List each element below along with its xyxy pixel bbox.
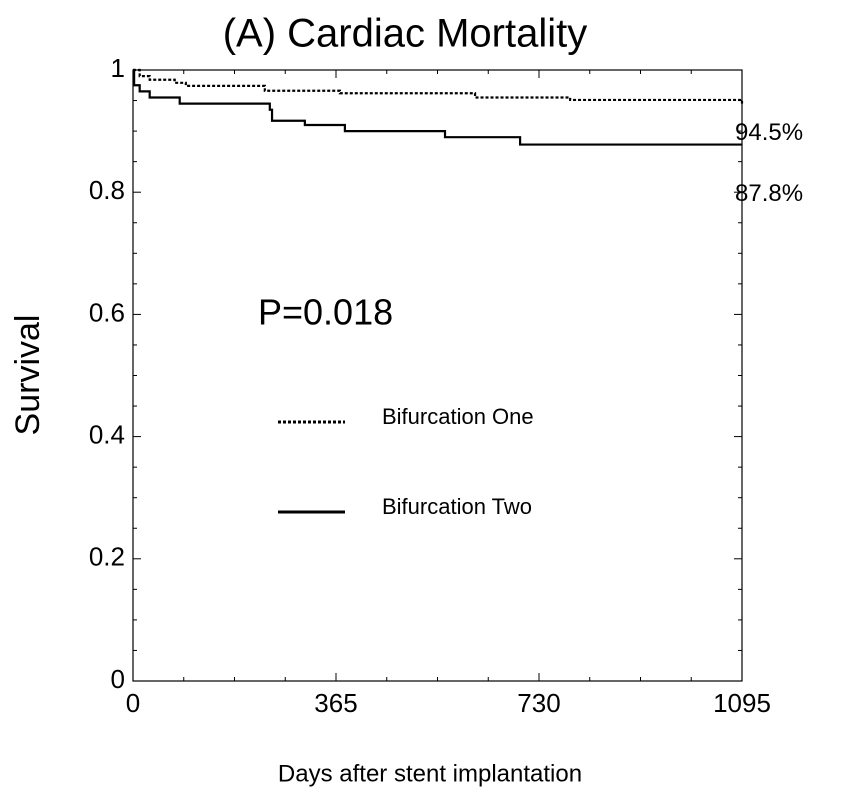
x-tick-label: 0 bbox=[126, 688, 140, 718]
x-tick-label: 730 bbox=[517, 688, 560, 718]
p-value: P=0.018 bbox=[258, 292, 393, 333]
end-label: 94.5% bbox=[735, 119, 803, 146]
y-tick-label: 1 bbox=[111, 53, 125, 83]
legend-label: Bifurcation Two bbox=[382, 494, 532, 519]
legend-label: Bifurcation One bbox=[382, 404, 534, 429]
y-tick-label: 0.2 bbox=[89, 542, 125, 572]
chart-title: (A) Cardiac Mortality bbox=[223, 12, 588, 56]
survival-curve bbox=[133, 68, 744, 104]
x-axis-label: Days after stent implantation bbox=[278, 760, 582, 787]
y-tick-label: 0.6 bbox=[89, 297, 125, 327]
survival-curve bbox=[133, 68, 742, 146]
x-tick-label: 1095 bbox=[713, 688, 771, 718]
y-tick-label: 0 bbox=[111, 664, 125, 694]
y-axis-label: Survival bbox=[9, 315, 47, 436]
y-tick-label: 0.4 bbox=[89, 419, 125, 449]
plot-frame bbox=[132, 69, 743, 682]
x-tick-label: 365 bbox=[314, 688, 357, 718]
end-label: 87.8% bbox=[735, 180, 803, 207]
y-tick-label: 0.8 bbox=[89, 175, 125, 205]
